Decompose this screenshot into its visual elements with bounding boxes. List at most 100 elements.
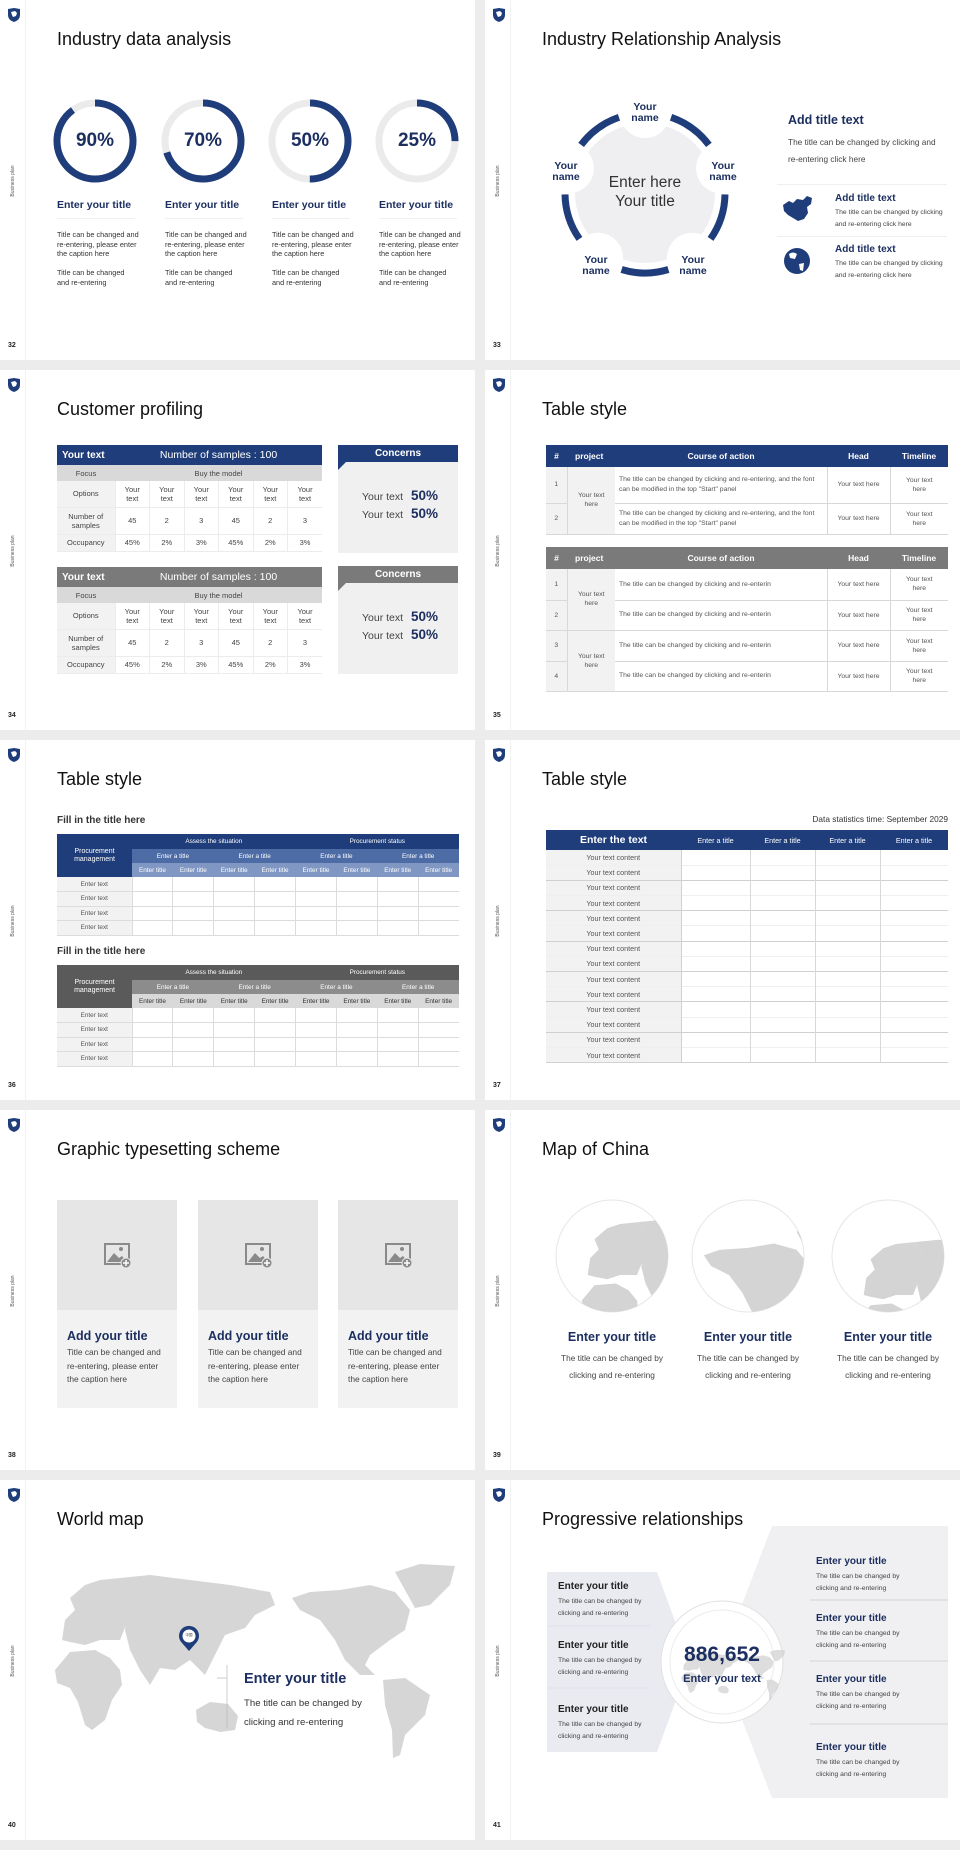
data-cell[interactable] [879, 1001, 948, 1018]
data-cell[interactable] [172, 891, 214, 906]
data-cell[interactable] [879, 956, 948, 972]
data-cell[interactable] [254, 1051, 296, 1066]
data-cell[interactable] [213, 1051, 255, 1066]
data-cell[interactable] [131, 920, 173, 935]
data-cell[interactable] [879, 1032, 948, 1048]
data-cell[interactable] [417, 920, 460, 935]
data-cell[interactable] [131, 1022, 173, 1037]
data-cell[interactable] [335, 920, 378, 935]
data-cell[interactable] [417, 891, 460, 906]
data-cell[interactable] [879, 986, 948, 1002]
data-cell[interactable] [335, 877, 378, 892]
data-cell[interactable] [814, 910, 880, 926]
data-cell[interactable] [417, 1008, 460, 1023]
data-cell[interactable] [681, 972, 750, 987]
data-cell[interactable] [335, 1037, 378, 1052]
slide-41[interactable]: Business plan 41 Progressive relationships… [485, 1480, 960, 1840]
data-cell[interactable] [681, 865, 750, 880]
data-cell[interactable] [681, 896, 750, 911]
data-cell[interactable] [213, 1022, 255, 1037]
data-cell[interactable] [681, 926, 750, 941]
data-cell[interactable] [749, 956, 815, 972]
data-cell[interactable] [295, 1008, 337, 1023]
data-cell[interactable] [335, 891, 378, 906]
slide-32[interactable]: Business plan 32 Industry data analysis 90%… [0, 0, 475, 360]
data-cell[interactable] [814, 971, 880, 987]
data-cell[interactable] [814, 1032, 880, 1048]
slide-38[interactable]: Business plan 38 Graphic typesetting schem… [0, 1110, 475, 1470]
data-cell[interactable] [749, 1017, 815, 1033]
data-cell[interactable] [749, 1001, 815, 1018]
data-cell[interactable] [681, 911, 750, 926]
data-cell[interactable] [376, 1022, 419, 1037]
data-cell[interactable] [749, 971, 815, 987]
data-cell[interactable] [814, 941, 880, 957]
data-cell[interactable] [814, 986, 880, 1002]
data-cell[interactable] [131, 1008, 173, 1023]
data-cell[interactable] [295, 891, 337, 906]
data-cell[interactable] [814, 1047, 880, 1063]
data-cell[interactable] [295, 1051, 337, 1066]
slide-33[interactable]: Business plan 33 Industry Relationship Ana… [485, 0, 960, 360]
data-cell[interactable] [749, 1047, 815, 1063]
data-cell[interactable] [749, 865, 815, 881]
data-cell[interactable] [213, 906, 255, 921]
data-cell[interactable] [814, 865, 880, 881]
data-cell[interactable] [335, 906, 378, 921]
data-cell[interactable] [335, 1008, 378, 1023]
data-cell[interactable] [131, 1037, 173, 1052]
data-cell[interactable] [376, 891, 419, 906]
data-cell[interactable] [749, 895, 815, 911]
data-cell[interactable] [749, 850, 815, 866]
data-cell[interactable] [417, 1051, 460, 1066]
data-cell[interactable] [749, 986, 815, 1002]
data-cell[interactable] [814, 925, 880, 942]
data-cell[interactable] [879, 850, 948, 866]
data-cell[interactable] [335, 1022, 378, 1037]
data-cell[interactable] [879, 895, 948, 911]
slide-35[interactable]: Business plan 35 Table style # project Course… [485, 370, 960, 730]
data-cell[interactable] [254, 1037, 296, 1052]
data-cell[interactable] [681, 1002, 750, 1017]
data-cell[interactable] [879, 1017, 948, 1033]
slide-37[interactable]: Business plan 37 Table style Data statistic… [485, 740, 960, 1100]
data-cell[interactable] [172, 1037, 214, 1052]
image-placeholder[interactable] [57, 1200, 177, 1310]
data-cell[interactable] [814, 956, 880, 972]
data-cell[interactable] [172, 1022, 214, 1037]
data-cell[interactable] [879, 880, 948, 896]
data-cell[interactable] [131, 891, 173, 906]
data-cell[interactable] [681, 1017, 750, 1032]
data-cell[interactable] [814, 1001, 880, 1018]
data-cell[interactable] [254, 1022, 296, 1037]
image-placeholder[interactable] [338, 1200, 458, 1310]
data-cell[interactable] [814, 1017, 880, 1033]
data-cell[interactable] [879, 865, 948, 881]
data-cell[interactable] [213, 877, 255, 892]
slide-36[interactable]: Business plan 36 Table style Fill in the ti… [0, 740, 475, 1100]
data-cell[interactable] [814, 850, 880, 866]
data-cell[interactable] [254, 877, 296, 892]
data-cell[interactable] [254, 891, 296, 906]
data-cell[interactable] [879, 925, 948, 942]
data-cell[interactable] [131, 906, 173, 921]
data-cell[interactable] [131, 877, 173, 892]
data-cell[interactable] [681, 1047, 750, 1062]
data-cell[interactable] [335, 1051, 378, 1066]
data-cell[interactable] [879, 971, 948, 987]
data-cell[interactable] [814, 880, 880, 896]
data-cell[interactable] [376, 1051, 419, 1066]
data-cell[interactable] [376, 920, 419, 935]
data-cell[interactable] [681, 941, 750, 956]
data-cell[interactable] [879, 941, 948, 957]
data-cell[interactable] [172, 1008, 214, 1023]
data-cell[interactable] [879, 910, 948, 926]
data-cell[interactable] [749, 941, 815, 957]
data-cell[interactable] [295, 877, 337, 892]
data-cell[interactable] [749, 1032, 815, 1048]
data-cell[interactable] [254, 1008, 296, 1023]
data-cell[interactable] [131, 1051, 173, 1066]
data-cell[interactable] [295, 1037, 337, 1052]
data-cell[interactable] [681, 880, 750, 895]
data-cell[interactable] [172, 1051, 214, 1066]
